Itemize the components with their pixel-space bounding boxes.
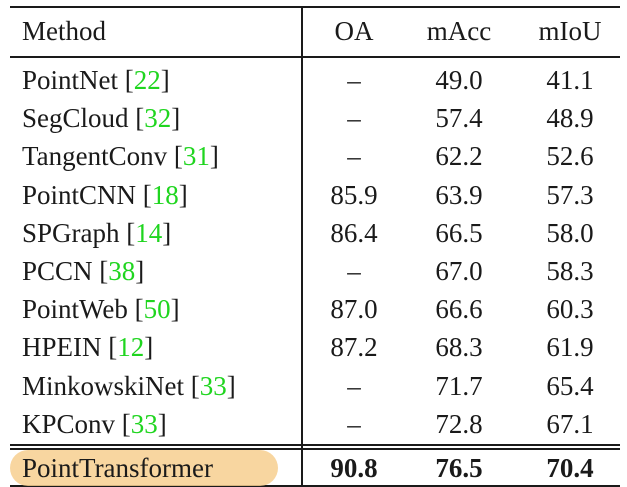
miou-cell: 58.0 <box>546 217 594 248</box>
method-name: PointCNN <box>22 179 137 210</box>
miou-cell: 57.3 <box>546 179 594 210</box>
method-cell: TangentConv [31] <box>22 141 219 172</box>
table-row: SegCloud [32] – 57.4 48.9 <box>10 99 620 137</box>
header-macc: mAcc <box>426 16 492 46</box>
oa-cell: – <box>347 103 361 134</box>
method-name: SegCloud <box>22 103 129 134</box>
citation-link[interactable]: 12 <box>117 332 145 363</box>
final-miou: 70.4 <box>546 453 594 483</box>
miou-cell: 48.9 <box>546 103 594 134</box>
separator-rule-2 <box>10 448 620 450</box>
header-oa: OA <box>334 16 374 46</box>
final-row: PointTransformer 90.8 76.5 70.4 <box>10 449 620 487</box>
citation-link[interactable]: 33 <box>130 408 158 439</box>
method-name: HPEIN <box>22 332 102 363</box>
table-row: PointWeb [50] 87.0 66.6 60.3 <box>10 290 620 328</box>
macc-cell: 67.0 <box>435 256 483 286</box>
method-cell: PCCN [38] <box>22 256 145 286</box>
method-cell: SPGraph [14] <box>22 217 172 248</box>
method-cell: PointCNN [18] <box>22 179 188 210</box>
oa-cell: – <box>347 141 361 172</box>
miou-cell: 67.1 <box>546 408 594 439</box>
table-row: PointNet [22] – 49.0 41.1 <box>10 61 620 99</box>
citation-link[interactable]: 18 <box>151 179 179 210</box>
final-macc: 76.5 <box>435 453 483 483</box>
method-name: MinkowskiNet <box>22 370 184 401</box>
citation-link[interactable]: 38 <box>108 256 136 286</box>
table-row: TangentConv [31] – 62.2 52.6 <box>10 137 620 175</box>
macc-cell: 72.8 <box>435 408 483 439</box>
macc-cell: 49.0 <box>435 65 483 95</box>
method-name: SPGraph <box>22 217 120 248</box>
table-row: KPConv [33] – 72.8 67.1 <box>10 405 620 443</box>
oa-cell: 85.9 <box>330 179 378 210</box>
final-method: PointTransformer <box>22 453 214 483</box>
macc-cell: 63.9 <box>435 179 483 210</box>
oa-cell: – <box>347 256 361 286</box>
citation-link[interactable]: 50 <box>143 294 171 325</box>
oa-cell: – <box>347 65 361 95</box>
column-divider <box>301 8 303 485</box>
bottom-rule <box>10 485 620 487</box>
citation-link[interactable]: 22 <box>133 65 161 95</box>
miou-cell: 60.3 <box>546 294 594 325</box>
oa-cell: 87.0 <box>330 294 378 325</box>
macc-cell: 57.4 <box>435 103 483 134</box>
miou-cell: 41.1 <box>546 65 594 95</box>
table-row: PCCN [38] – 67.0 58.3 <box>10 252 620 290</box>
header-row: Method OA mAcc mIoU <box>10 12 620 50</box>
miou-cell: 65.4 <box>546 370 594 401</box>
method-cell: PointWeb [50] <box>22 294 180 325</box>
method-cell: KPConv [33] <box>22 408 167 439</box>
citation-link[interactable]: 32 <box>144 103 172 134</box>
method-cell: PointNet [22] <box>22 65 170 95</box>
citation-link[interactable]: 33 <box>199 370 227 401</box>
table-row: SPGraph [14] 86.4 66.5 58.0 <box>10 214 620 252</box>
oa-cell: 86.4 <box>330 217 378 248</box>
miou-cell: 58.3 <box>546 256 594 286</box>
miou-cell: 61.9 <box>546 332 594 363</box>
method-name: KPConv <box>22 408 116 439</box>
macc-cell: 66.5 <box>435 217 483 248</box>
table-row: PointCNN [18] 85.9 63.9 57.3 <box>10 176 620 214</box>
method-cell: SegCloud [32] <box>22 103 181 134</box>
citation-link[interactable]: 14 <box>135 217 163 248</box>
header-miou: mIoU <box>538 16 602 46</box>
final-oa: 90.8 <box>330 453 378 483</box>
separator-rule-1 <box>10 444 620 446</box>
top-rule <box>10 6 620 8</box>
header-rule <box>10 56 620 58</box>
method-name: TangentConv <box>22 141 168 172</box>
macc-cell: 62.2 <box>435 141 483 172</box>
miou-cell: 52.6 <box>546 141 594 172</box>
macc-cell: 71.7 <box>435 370 483 401</box>
oa-cell: – <box>347 370 361 401</box>
highlight-marker <box>10 450 278 486</box>
macc-cell: 68.3 <box>435 332 483 363</box>
method-name: PointWeb <box>22 294 128 325</box>
oa-cell: 87.2 <box>330 332 378 363</box>
citation-link[interactable]: 31 <box>182 141 210 172</box>
macc-cell: 66.6 <box>435 294 483 325</box>
method-cell: MinkowskiNet [33] <box>22 370 236 401</box>
method-name: PointNet <box>22 65 119 95</box>
method-cell: HPEIN [12] <box>22 332 154 363</box>
method-name: PCCN <box>22 256 93 286</box>
header-method: Method <box>22 16 106 46</box>
oa-cell: – <box>347 408 361 439</box>
table-row: HPEIN [12] 87.2 68.3 61.9 <box>10 328 620 366</box>
table-row: MinkowskiNet [33] – 71.7 65.4 <box>10 367 620 405</box>
